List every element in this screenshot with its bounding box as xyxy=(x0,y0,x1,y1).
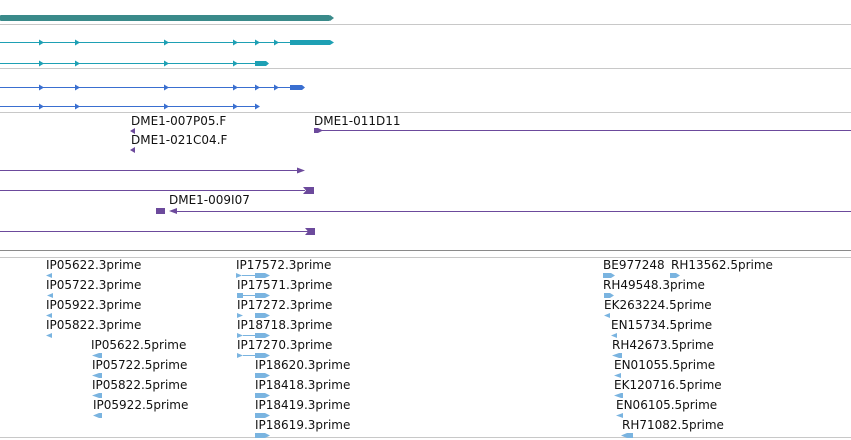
track-separator xyxy=(0,112,851,113)
est-feature[interactable] xyxy=(47,293,53,298)
est-label: IP18619.3prime xyxy=(255,418,351,432)
est-feature[interactable] xyxy=(92,393,102,398)
est-feature[interactable] xyxy=(46,273,52,278)
est-label: IP05822.5prime xyxy=(92,378,188,392)
est-label: IP17571.3prime xyxy=(237,278,333,292)
est-feature[interactable] xyxy=(255,373,270,378)
est-feature[interactable] xyxy=(237,353,270,358)
est-label: BE977248 xyxy=(603,258,665,272)
est-feature[interactable] xyxy=(92,373,102,378)
est-feature[interactable] xyxy=(612,353,622,358)
est-label: RH42673.5prime xyxy=(612,338,714,352)
est-label: IP05722.3prime xyxy=(46,278,142,292)
est-label: EK120716.5prime xyxy=(614,378,722,392)
track-separator xyxy=(0,24,851,25)
est-feature[interactable] xyxy=(237,293,270,298)
est-label: IP17272.3prime xyxy=(237,298,333,312)
est-label: IP18418.3prime xyxy=(255,378,351,392)
clone-feature[interactable] xyxy=(314,128,851,133)
track-separator xyxy=(0,68,851,69)
est-feature[interactable] xyxy=(616,413,623,418)
est-feature[interactable] xyxy=(603,273,615,278)
est-feature[interactable] xyxy=(237,313,270,318)
clone-label: DME1-011D11 xyxy=(314,114,401,128)
est-feature[interactable] xyxy=(670,273,680,278)
est-feature[interactable] xyxy=(237,333,270,338)
clone-label: DME1-021C04.F xyxy=(131,133,228,147)
est-label: RH71082.5prime xyxy=(622,418,724,432)
est-feature[interactable] xyxy=(46,313,52,318)
est-label: EK263224.5prime xyxy=(604,298,712,312)
est-feature[interactable] xyxy=(255,413,270,418)
est-label: RH49548.3prime xyxy=(603,278,705,292)
est-feature[interactable] xyxy=(611,333,617,338)
est-feature[interactable] xyxy=(255,433,270,438)
est-feature[interactable] xyxy=(604,313,610,318)
clone-label: DME1-007P05.F xyxy=(131,114,227,128)
clone-feature[interactable] xyxy=(0,187,314,194)
est-label: EN01055.5prime xyxy=(614,358,716,372)
clone-feature[interactable] xyxy=(156,208,851,214)
est-label: IP18718.3prime xyxy=(237,318,333,332)
est-label: RH13562.5prime xyxy=(671,258,773,272)
est-label: IP18419.3prime xyxy=(255,398,351,412)
clone-feature[interactable] xyxy=(130,128,135,134)
track-separator xyxy=(0,250,851,251)
est-feature[interactable] xyxy=(614,393,623,398)
transcript-feature[interactable] xyxy=(0,84,305,91)
track-separator xyxy=(0,437,851,438)
est-feature[interactable] xyxy=(604,293,614,298)
est-label: IP05822.3prime xyxy=(46,318,142,332)
est-label: IP17270.3prime xyxy=(237,338,333,352)
est-label: IP05722.5prime xyxy=(92,358,188,372)
est-label: IP05622.3prime xyxy=(46,258,142,272)
transcript-feature[interactable] xyxy=(0,103,260,110)
est-feature[interactable] xyxy=(46,333,52,338)
clone-feature[interactable] xyxy=(0,167,305,174)
est-label: IP17572.3prime xyxy=(236,258,332,272)
est-feature[interactable] xyxy=(92,353,102,358)
clone-feature[interactable] xyxy=(0,228,315,235)
est-feature[interactable] xyxy=(93,413,102,418)
est-label: IP05922.5prime xyxy=(93,398,189,412)
clone-feature[interactable] xyxy=(130,147,135,153)
est-feature[interactable] xyxy=(614,373,621,378)
gene-feature[interactable] xyxy=(0,15,334,21)
est-label: EN06105.5prime xyxy=(616,398,718,412)
est-features xyxy=(46,273,680,438)
est-feature[interactable] xyxy=(236,273,270,278)
est-label: IP05622.5prime xyxy=(91,338,187,352)
est-label: IP05922.3prime xyxy=(46,298,142,312)
transcript-feature[interactable] xyxy=(0,39,334,46)
est-label: EN15734.5prime xyxy=(611,318,713,332)
track-separator xyxy=(0,257,851,258)
transcript-feature[interactable] xyxy=(0,60,269,67)
est-feature[interactable] xyxy=(255,393,270,398)
est-label: IP18620.3prime xyxy=(255,358,351,372)
clone-label: DME1-009I07 xyxy=(169,193,250,207)
est-feature[interactable] xyxy=(621,433,633,438)
